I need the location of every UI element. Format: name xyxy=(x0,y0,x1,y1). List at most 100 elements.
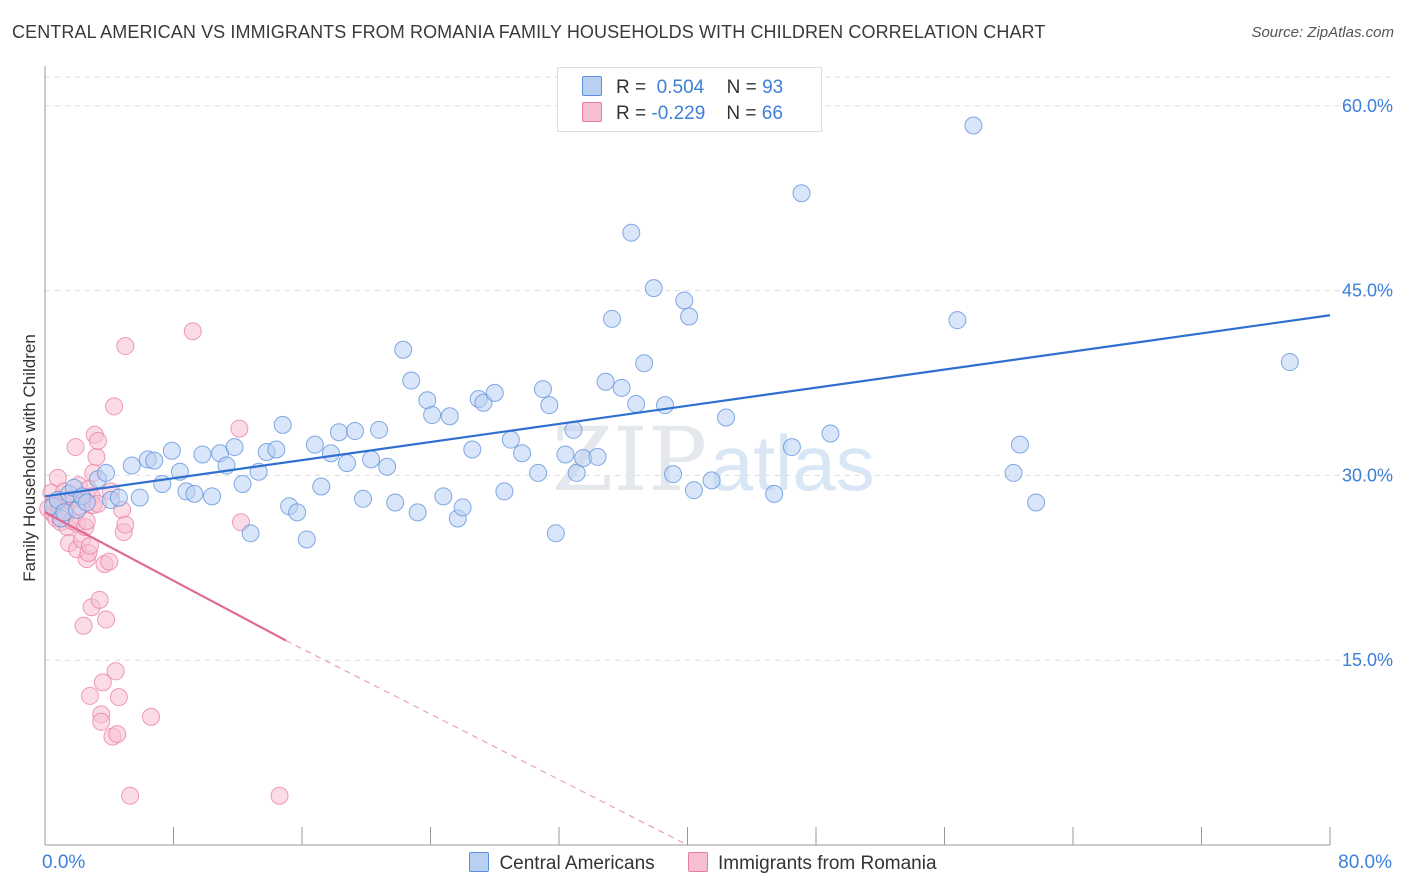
legend-n-label: N = xyxy=(726,77,757,98)
legend-r-value: 0.504 xyxy=(656,77,705,98)
data-point xyxy=(782,438,801,457)
data-point xyxy=(533,380,552,399)
data-point xyxy=(142,707,161,726)
data-point xyxy=(312,477,331,496)
data-point xyxy=(644,279,663,298)
data-point xyxy=(684,481,703,500)
data-point xyxy=(109,488,128,507)
data-point xyxy=(556,445,575,464)
data-point xyxy=(297,530,316,549)
legend-swatch-pink xyxy=(687,852,708,872)
data-point xyxy=(97,610,116,629)
axes xyxy=(44,66,1331,846)
chart-title: CENTRAL AMERICAN VS IMMIGRANTS FROM ROMA… xyxy=(12,22,1046,42)
data-point xyxy=(346,422,365,441)
legend-row-central-americans: R = 0.504 N = 93 xyxy=(582,76,783,102)
data-point xyxy=(402,371,421,390)
data-point xyxy=(77,493,96,512)
data-point xyxy=(97,463,116,482)
series-legend: Central Americans Immigrants from Romani… xyxy=(0,852,1406,875)
data-point xyxy=(203,487,222,506)
data-point xyxy=(408,503,427,522)
stats-legend: R = 0.504 N = 93 R = -0.229 N = 66 xyxy=(557,67,822,132)
data-point xyxy=(680,307,699,326)
data-point xyxy=(288,503,307,522)
data-point xyxy=(225,438,244,457)
data-point xyxy=(540,396,559,415)
data-point xyxy=(792,184,811,203)
data-point xyxy=(108,725,127,744)
data-point xyxy=(116,515,135,534)
data-point xyxy=(664,465,683,484)
data-point xyxy=(267,440,286,459)
legend-n-value: 93 xyxy=(762,77,784,98)
data-point xyxy=(656,396,675,415)
data-point xyxy=(821,424,840,443)
data-point xyxy=(116,337,135,356)
data-point xyxy=(66,438,85,457)
data-point xyxy=(675,291,694,310)
legend-row-immigrants-from-romania: R = -0.229 N = 66 xyxy=(582,102,783,128)
data-point xyxy=(588,447,607,466)
data-point xyxy=(109,688,128,707)
data-point xyxy=(434,487,453,506)
data-point xyxy=(100,552,119,571)
data-point xyxy=(230,419,249,438)
source-credit: Source: ZipAtlas.com xyxy=(1251,24,1394,41)
data-point xyxy=(370,420,389,439)
data-point xyxy=(717,408,736,427)
data-point xyxy=(87,447,106,466)
data-point xyxy=(765,484,784,503)
data-point xyxy=(321,444,340,463)
data-point xyxy=(423,406,442,425)
data-point xyxy=(1010,435,1029,454)
data-point xyxy=(241,524,260,543)
data-point xyxy=(329,423,348,442)
legend-n-value: 66 xyxy=(761,103,783,124)
data-point xyxy=(121,786,140,805)
data-point xyxy=(440,407,459,426)
data-point xyxy=(90,590,109,609)
data-point xyxy=(273,415,292,434)
data-point xyxy=(130,488,149,507)
data-point xyxy=(305,435,324,454)
data-point xyxy=(1004,463,1023,482)
data-point xyxy=(105,397,124,416)
data-point xyxy=(185,484,204,503)
legend-swatch-blue xyxy=(582,76,602,96)
data-point xyxy=(93,673,112,692)
x-axis-min-label: 0.0% xyxy=(42,852,86,873)
data-point xyxy=(596,372,615,391)
data-point xyxy=(354,489,373,508)
data-point xyxy=(362,450,381,469)
data-point xyxy=(627,394,646,413)
data-point xyxy=(337,454,356,473)
data-point xyxy=(106,662,125,681)
data-point xyxy=(145,451,164,470)
data-point xyxy=(89,431,108,450)
data-point xyxy=(386,493,405,512)
legend-swatch-blue xyxy=(469,852,490,872)
data-point xyxy=(622,223,641,242)
data-point xyxy=(948,311,967,330)
trend-line-central-americans xyxy=(44,314,1331,498)
legend-n-label: N = xyxy=(726,103,757,124)
data-point xyxy=(74,616,93,635)
data-point xyxy=(546,524,565,543)
data-point xyxy=(603,309,622,328)
data-point xyxy=(122,456,141,475)
data-point xyxy=(485,383,504,402)
data-point xyxy=(501,430,520,449)
legend-label: Central Americans xyxy=(499,853,655,874)
series-immigrants-from-romania xyxy=(39,322,289,805)
data-point xyxy=(964,116,983,135)
legend-r-value: -0.229 xyxy=(651,103,706,124)
data-point xyxy=(453,498,472,517)
data-point xyxy=(564,420,583,439)
grid-lines xyxy=(45,76,1392,661)
data-point xyxy=(463,440,482,459)
legend-item-immigrants-from-romania: Immigrants from Romania xyxy=(687,852,937,875)
data-point xyxy=(612,378,631,397)
data-point xyxy=(183,322,202,341)
